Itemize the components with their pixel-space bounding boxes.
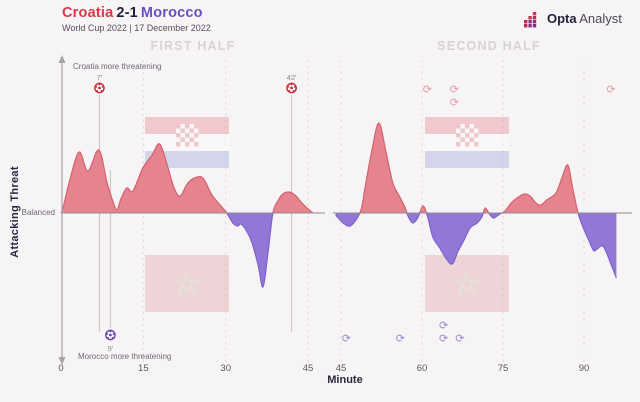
morocco-substitution-icon: ⟳: [439, 320, 448, 332]
balanced-label: Balanced: [21, 208, 55, 217]
croatia-substitution-icon: ⟳: [450, 84, 459, 96]
morocco-threat-annotation: Morocco more threatening: [78, 352, 172, 361]
x-tick-label: 0: [58, 363, 63, 374]
first-half-threat-curve: [60, 143, 314, 288]
croatia-substitution-icon: ⟳: [423, 84, 432, 96]
goal-marker: 7': [94, 73, 105, 94]
x-axis-title: Minute: [327, 374, 363, 386]
match-subtitle: World Cup 2022 | 17 December 2022: [62, 23, 211, 33]
home-team-name: Croatia: [62, 5, 114, 21]
goal-marker: 42': [286, 73, 297, 94]
x-tick-label: 15: [138, 363, 149, 374]
x-tick-label: 30: [220, 363, 231, 374]
opta-analyst-logo: Opta Analyst: [522, 8, 622, 28]
second-half-panel-title: SECOND HALF: [437, 39, 541, 53]
brand-regular: Analyst: [579, 10, 622, 26]
morocco-substitution-icon: ⟳: [342, 333, 351, 345]
second-half-threat-curve: [335, 122, 617, 279]
x-tick-label: 60: [417, 363, 428, 374]
croatia-flag-watermark: [425, 117, 509, 168]
x-tick-label: 45: [303, 363, 314, 374]
goal-minute-label: 7': [97, 73, 103, 82]
opta-logo-icon: [524, 12, 537, 28]
morocco-substitution-icon: ⟳: [439, 333, 448, 345]
goal-minute-label: 42': [287, 73, 297, 82]
x-tick-label: 75: [498, 363, 509, 374]
morocco-flag-watermark: [145, 255, 229, 312]
goal-marker: 9': [105, 329, 116, 353]
morocco-substitution-icon: ⟳: [455, 333, 464, 345]
away-team-name: Morocco: [140, 5, 203, 21]
croatia-substitution-icon: ⟳: [450, 97, 459, 109]
x-tick-label: 90: [579, 363, 590, 374]
y-axis-arrow: [58, 55, 66, 365]
croatia-threat-annotation: Croatia more threatening: [73, 62, 162, 71]
opta-logo-text: Opta Analyst: [547, 11, 622, 26]
x-tick-label: 45: [336, 363, 347, 374]
morocco-flag-watermark: [425, 255, 509, 312]
morocco-substitution-icon: ⟳: [396, 333, 405, 345]
croatia-substitution-icon: ⟳: [606, 84, 615, 96]
first-half-panel-title: FIRST HALF: [150, 39, 236, 53]
match-title: Croatia 2-1 Morocco: [62, 5, 203, 21]
goal-minute-label: 9': [108, 344, 114, 353]
croatia-flag-watermark: [145, 117, 229, 168]
y-axis-title: Attacking Threat: [9, 166, 21, 258]
match-score: 2-1: [116, 5, 138, 21]
brand-bold: Opta: [547, 10, 577, 26]
